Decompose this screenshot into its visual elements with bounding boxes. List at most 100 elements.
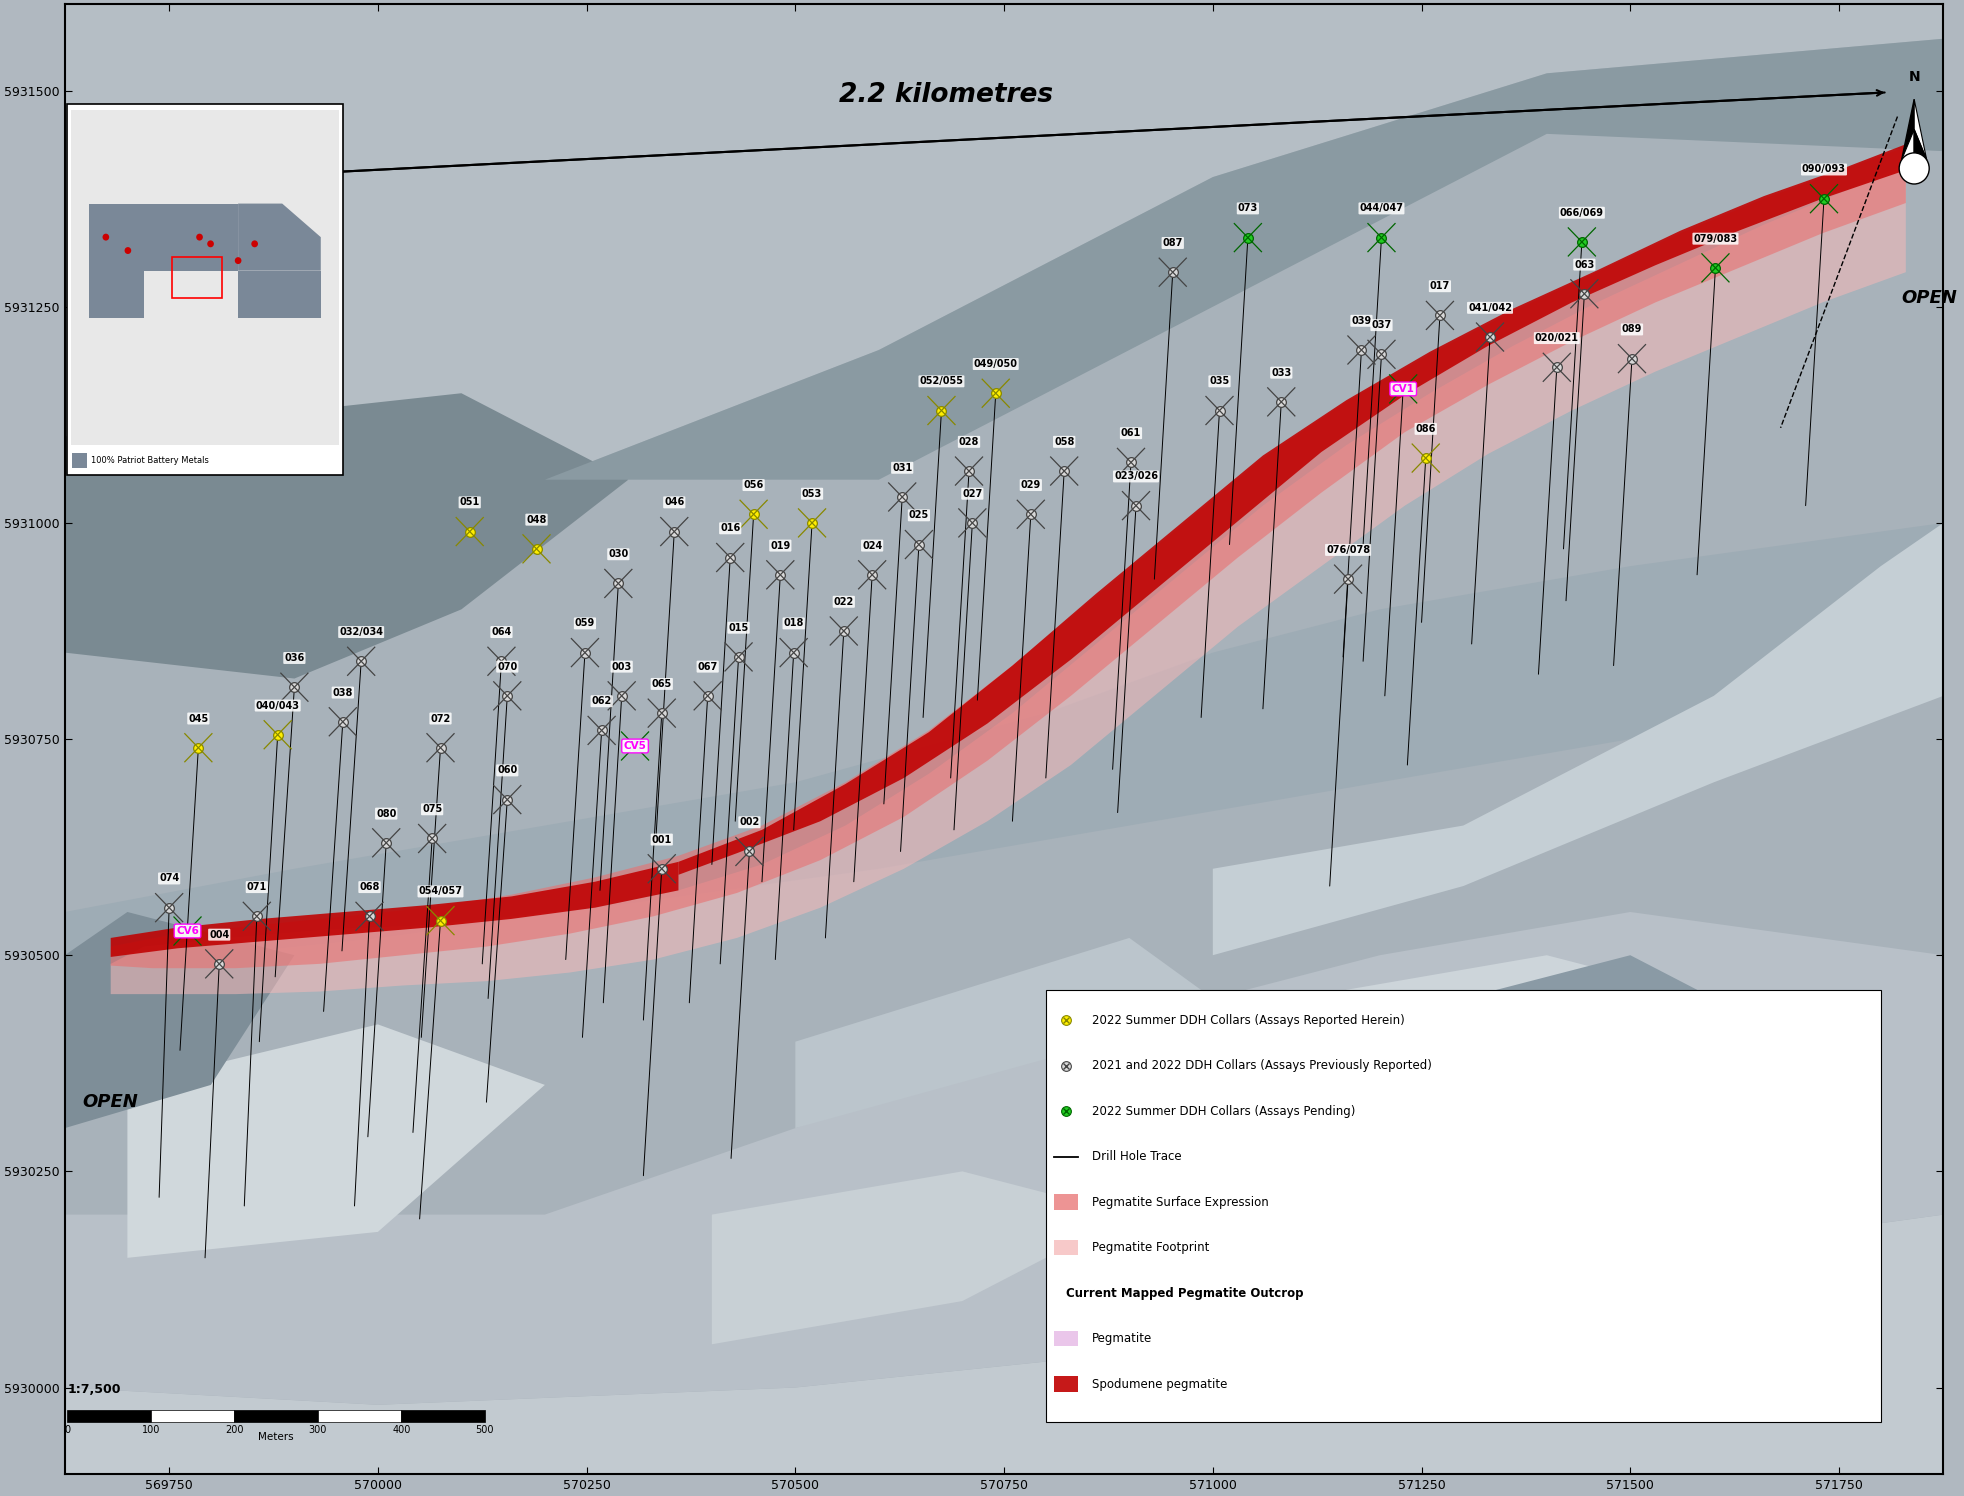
Polygon shape — [65, 1215, 1944, 1474]
Text: 090/093: 090/093 — [1803, 165, 1846, 175]
Polygon shape — [1915, 130, 1927, 165]
Text: 033: 033 — [1271, 368, 1292, 377]
Text: Spodumene pegmatite: Spodumene pegmatite — [1092, 1378, 1228, 1391]
Text: 072: 072 — [430, 714, 450, 724]
Text: 400: 400 — [393, 1424, 410, 1435]
Polygon shape — [65, 913, 295, 1128]
Text: 063: 063 — [1575, 260, 1595, 269]
Text: 019: 019 — [770, 540, 790, 551]
Text: 053: 053 — [801, 489, 823, 498]
Text: 031: 031 — [892, 462, 913, 473]
Text: Pegmatite: Pegmatite — [1092, 1331, 1153, 1345]
Text: 300: 300 — [308, 1424, 326, 1435]
Polygon shape — [110, 147, 1905, 968]
Text: 035: 035 — [1210, 377, 1229, 386]
Text: 048: 048 — [526, 515, 546, 525]
Bar — [318, 1411, 401, 1423]
Text: 087: 087 — [1163, 238, 1182, 248]
Text: 004: 004 — [208, 929, 230, 939]
Text: Current Mapped Pegmatite Outcrop: Current Mapped Pegmatite Outcrop — [1066, 1287, 1304, 1300]
Text: 2022 Summer DDH Collars (Assays Reported Herein): 2022 Summer DDH Collars (Assays Reported… — [1092, 1014, 1404, 1026]
Text: 056: 056 — [744, 480, 764, 491]
Text: Pegmatite Surface Expression: Pegmatite Surface Expression — [1092, 1195, 1269, 1209]
Text: 070: 070 — [497, 661, 517, 672]
Polygon shape — [544, 39, 1944, 480]
Circle shape — [124, 247, 132, 254]
Text: 049/050: 049/050 — [974, 359, 1017, 370]
Bar — [67, 103, 344, 476]
Text: 086: 086 — [1416, 423, 1436, 434]
Text: 076/078: 076/078 — [1326, 545, 1371, 555]
Text: 027: 027 — [962, 489, 982, 498]
Polygon shape — [128, 1025, 544, 1258]
Text: 066/069: 066/069 — [1559, 208, 1605, 218]
Text: 020/021: 020/021 — [1534, 334, 1579, 343]
Text: 030: 030 — [609, 549, 628, 560]
Text: 1:7,500: 1:7,500 — [67, 1384, 120, 1396]
Text: 039: 039 — [1351, 316, 1371, 326]
Polygon shape — [88, 271, 145, 317]
Text: 0: 0 — [65, 1424, 71, 1435]
Text: 054/057: 054/057 — [418, 887, 462, 896]
Text: 074: 074 — [159, 874, 179, 884]
Text: 068: 068 — [359, 883, 379, 892]
Polygon shape — [65, 524, 1944, 972]
Polygon shape — [795, 938, 1214, 1128]
Text: 040/043: 040/043 — [255, 700, 300, 711]
Polygon shape — [1915, 99, 1927, 160]
Text: 041/042: 041/042 — [1467, 302, 1512, 313]
Bar — [73, 453, 86, 468]
Text: 044/047: 044/047 — [1359, 203, 1404, 214]
Polygon shape — [65, 913, 1944, 1405]
Text: 089: 089 — [1622, 325, 1642, 335]
Text: 015: 015 — [729, 622, 748, 633]
Polygon shape — [110, 165, 1905, 995]
Text: 052/055: 052/055 — [919, 377, 964, 386]
Text: 060: 060 — [497, 766, 517, 775]
Circle shape — [102, 233, 110, 241]
Text: 075: 075 — [422, 805, 442, 814]
Circle shape — [196, 233, 202, 241]
Bar — [71, 109, 340, 446]
Text: 017: 017 — [1430, 281, 1449, 292]
Text: 022: 022 — [833, 597, 854, 607]
Text: 024: 024 — [862, 540, 882, 551]
Polygon shape — [678, 144, 1905, 875]
Text: 045: 045 — [189, 714, 208, 724]
Circle shape — [251, 241, 257, 247]
Polygon shape — [1901, 99, 1915, 160]
Polygon shape — [110, 862, 678, 957]
Text: 016: 016 — [721, 524, 740, 533]
Text: 038: 038 — [332, 688, 354, 697]
Bar — [67, 1411, 151, 1423]
Text: 051: 051 — [460, 497, 479, 507]
Bar — [1055, 1240, 1078, 1255]
Circle shape — [1899, 153, 1929, 184]
Polygon shape — [1047, 956, 1715, 1258]
Circle shape — [208, 241, 214, 247]
Bar — [234, 1411, 318, 1423]
Text: 073: 073 — [1237, 203, 1259, 214]
Bar — [1055, 1194, 1078, 1210]
Text: 036: 036 — [285, 652, 304, 663]
Text: CV5: CV5 — [625, 741, 646, 751]
Text: 2022 Summer DDH Collars (Assays Pending): 2022 Summer DDH Collars (Assays Pending) — [1092, 1104, 1355, 1118]
Text: 064: 064 — [491, 627, 511, 637]
Text: 059: 059 — [575, 618, 595, 628]
Text: 002: 002 — [738, 817, 760, 827]
Text: 067: 067 — [697, 661, 717, 672]
Polygon shape — [65, 4, 1944, 480]
Polygon shape — [88, 203, 238, 271]
Text: 001: 001 — [652, 835, 672, 845]
Polygon shape — [1381, 956, 1797, 1215]
Text: 2.2 kilometres: 2.2 kilometres — [839, 82, 1053, 108]
Circle shape — [236, 257, 242, 265]
Text: 018: 018 — [784, 618, 803, 628]
Text: 100% Patriot Battery Metals: 100% Patriot Battery Metals — [90, 456, 208, 465]
Bar — [173, 257, 222, 298]
Text: OPEN: OPEN — [1901, 289, 1958, 307]
Text: CV6: CV6 — [177, 926, 198, 936]
Text: 080: 080 — [375, 809, 397, 818]
Text: Pegmatite Footprint: Pegmatite Footprint — [1092, 1242, 1210, 1254]
Text: CV1: CV1 — [1392, 384, 1414, 393]
